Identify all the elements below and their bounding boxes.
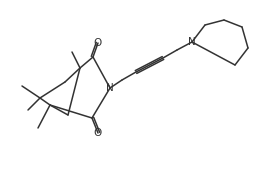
Text: O: O (94, 128, 102, 138)
Text: N: N (106, 83, 114, 93)
Text: O: O (94, 38, 102, 48)
Text: N: N (188, 37, 196, 47)
